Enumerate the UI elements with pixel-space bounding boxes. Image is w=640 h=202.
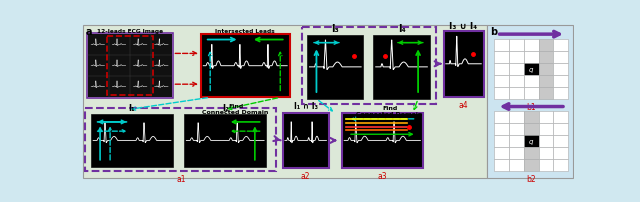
Bar	[539, 159, 554, 171]
Bar	[342, 113, 422, 168]
Bar	[554, 147, 568, 159]
Bar	[494, 63, 509, 75]
Bar	[509, 63, 524, 75]
Bar	[494, 52, 509, 63]
Bar	[509, 147, 524, 159]
Bar	[554, 75, 568, 87]
Bar	[554, 112, 568, 124]
Text: Find
Connected Domain: Find Connected Domain	[202, 103, 269, 114]
Bar	[554, 63, 568, 75]
Bar	[184, 115, 266, 167]
Bar	[524, 112, 539, 124]
Bar	[524, 159, 539, 171]
Text: a4: a4	[459, 100, 468, 109]
Bar	[373, 36, 429, 99]
Bar	[87, 34, 173, 99]
Bar	[494, 40, 509, 52]
Bar	[494, 75, 509, 87]
Bar	[283, 113, 329, 168]
Bar	[554, 124, 568, 136]
Bar	[509, 52, 524, 63]
Text: 12-leads ECG Image: 12-leads ECG Image	[97, 28, 163, 34]
Bar	[539, 136, 554, 147]
Bar	[524, 136, 539, 147]
Bar	[524, 147, 539, 159]
Bar	[88, 35, 172, 98]
Bar	[524, 124, 539, 136]
Text: a: a	[86, 27, 92, 37]
Bar	[539, 40, 554, 52]
Bar	[509, 40, 524, 52]
Bar	[86, 108, 276, 171]
Bar	[539, 63, 554, 75]
Bar	[509, 136, 524, 147]
Text: I₂: I₂	[222, 103, 228, 112]
Bar	[554, 159, 568, 171]
Bar	[539, 112, 554, 124]
Bar	[201, 35, 289, 98]
Bar	[524, 63, 539, 75]
Bar	[554, 136, 568, 147]
Text: I₃: I₃	[332, 24, 339, 34]
Bar	[494, 136, 509, 147]
Text: q: q	[529, 66, 534, 73]
Bar	[524, 52, 539, 63]
Text: Intersected Leads: Intersected Leads	[215, 28, 275, 34]
Text: b2: b2	[527, 174, 536, 183]
Bar	[494, 159, 509, 171]
Bar	[509, 159, 524, 171]
Bar	[494, 112, 509, 124]
Text: I₁: I₁	[129, 103, 135, 112]
Bar	[91, 115, 173, 167]
Bar	[539, 124, 554, 136]
Bar	[494, 147, 509, 159]
Bar	[524, 40, 539, 52]
Text: a3: a3	[378, 171, 387, 180]
Bar	[83, 26, 486, 178]
Text: I₁ ∩ I₃: I₁ ∩ I₃	[294, 101, 317, 110]
Bar	[539, 147, 554, 159]
Bar	[488, 26, 573, 178]
Bar	[524, 87, 539, 99]
Bar	[509, 112, 524, 124]
Bar	[509, 87, 524, 99]
Bar	[444, 32, 484, 97]
Text: b: b	[490, 27, 497, 37]
Bar	[554, 40, 568, 52]
Bar	[494, 87, 509, 99]
Bar	[509, 124, 524, 136]
Text: q: q	[529, 139, 534, 144]
Bar	[509, 75, 524, 87]
Bar	[554, 87, 568, 99]
Bar	[108, 37, 153, 96]
Bar	[494, 124, 509, 136]
Bar	[524, 75, 539, 87]
Bar	[307, 36, 364, 99]
Text: I₄: I₄	[397, 24, 405, 34]
Bar	[539, 87, 554, 99]
Bar	[302, 28, 436, 105]
Text: b1: b1	[527, 102, 536, 111]
Text: Find
Connected Domain: Find Connected Domain	[356, 105, 423, 117]
Text: a1: a1	[176, 174, 186, 183]
Bar	[554, 52, 568, 63]
Bar	[539, 75, 554, 87]
Text: I₃ ∪ I₄: I₃ ∪ I₄	[449, 21, 477, 30]
Bar	[539, 52, 554, 63]
Text: a2: a2	[301, 171, 310, 180]
